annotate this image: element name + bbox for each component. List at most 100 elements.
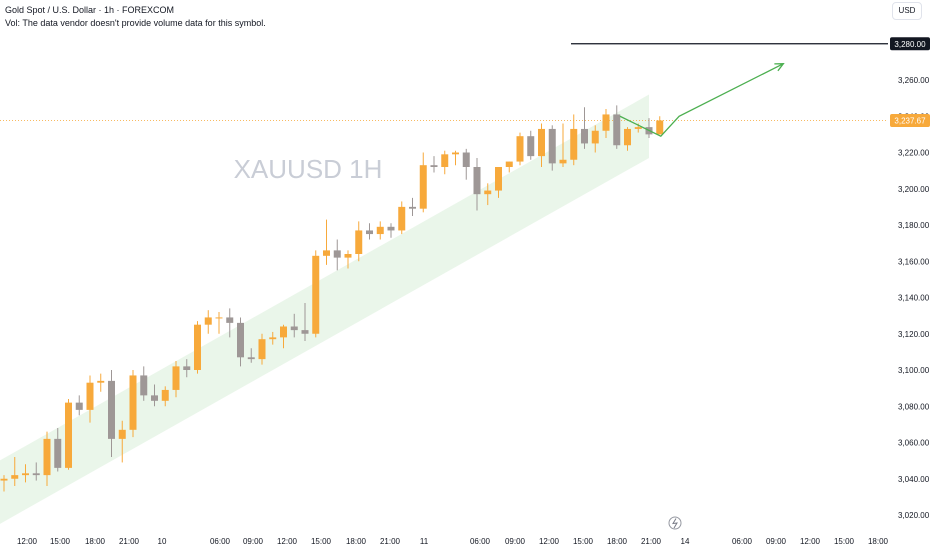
candle[interactable]: [656, 116, 664, 135]
candle-body: [11, 475, 19, 479]
candle[interactable]: [516, 132, 524, 166]
candle-body: [194, 324, 201, 370]
candle-body: [538, 128, 545, 157]
candle-body: [247, 357, 255, 360]
candle[interactable]: [398, 201, 406, 235]
candle-body: [570, 128, 578, 160]
candle-body: [22, 473, 29, 476]
candle-body: [634, 127, 642, 129]
candle[interactable]: [280, 324, 287, 349]
currency-button[interactable]: USD: [892, 2, 922, 20]
candle[interactable]: [237, 317, 244, 367]
candle[interactable]: [323, 219, 330, 265]
candle-body: [505, 161, 513, 167]
candle[interactable]: [355, 221, 363, 262]
candle-body: [0, 478, 8, 481]
candle[interactable]: [581, 107, 588, 149]
candle-body: [43, 438, 51, 476]
candle[interactable]: [624, 127, 631, 151]
candle-body: [65, 402, 72, 468]
candle-body: [108, 380, 115, 439]
candle[interactable]: [108, 370, 115, 457]
projection-path[interactable]: [619, 63, 784, 137]
candle[interactable]: [484, 183, 492, 206]
candle[interactable]: [538, 123, 545, 168]
candle[interactable]: [613, 105, 621, 149]
candle[interactable]: [43, 431, 51, 486]
candle[interactable]: [194, 321, 201, 374]
candle[interactable]: [505, 161, 513, 173]
candle-body: [484, 190, 492, 195]
candle[interactable]: [204, 310, 212, 334]
candle[interactable]: [0, 475, 8, 492]
candle-body: [54, 438, 62, 468]
candle[interactable]: [129, 370, 137, 438]
candle[interactable]: [22, 464, 29, 483]
candle[interactable]: [11, 457, 19, 486]
candle[interactable]: [247, 348, 255, 363]
candle[interactable]: [54, 428, 62, 472]
candle-body: [452, 152, 459, 155]
candle[interactable]: [65, 399, 72, 470]
candle[interactable]: [430, 156, 438, 173]
candle-body: [441, 154, 449, 167]
resistance-price-label: 3,280.00: [894, 40, 926, 49]
candle[interactable]: [419, 152, 427, 213]
candle[interactable]: [570, 114, 578, 166]
candle[interactable]: [409, 197, 416, 216]
x-tick-label: 18:00: [607, 537, 628, 546]
candle[interactable]: [559, 123, 567, 168]
x-tick-label: 21:00: [641, 537, 662, 546]
candle[interactable]: [86, 375, 94, 423]
candle[interactable]: [151, 384, 158, 407]
ascending-channel[interactable]: [0, 94, 649, 546]
candle-body: [559, 159, 567, 164]
candle[interactable]: [591, 125, 599, 153]
candle[interactable]: [226, 308, 234, 338]
x-tick-label: 06:00: [732, 537, 753, 546]
candle[interactable]: [172, 360, 180, 398]
candle-body: [290, 326, 298, 331]
candle[interactable]: [118, 420, 126, 463]
candle[interactable]: [75, 395, 83, 416]
candle[interactable]: [258, 333, 266, 365]
candle[interactable]: [140, 366, 148, 401]
candle[interactable]: [462, 148, 470, 180]
candle-body: [258, 339, 266, 360]
candle-body: [376, 226, 384, 235]
x-tick-label: 12:00: [17, 537, 38, 546]
x-tick-label: 12:00: [277, 537, 298, 546]
candle[interactable]: [97, 373, 105, 392]
candle-body: [409, 206, 416, 209]
candle[interactable]: [376, 221, 384, 240]
candle[interactable]: [452, 150, 459, 166]
candle[interactable]: [366, 223, 373, 240]
lightning-icon[interactable]: [668, 516, 682, 530]
candle-body: [86, 382, 94, 410]
candle[interactable]: [441, 150, 449, 175]
candle[interactable]: [183, 359, 191, 378]
candle[interactable]: [312, 250, 320, 338]
candle[interactable]: [32, 462, 40, 481]
arrow-head: [774, 63, 785, 72]
x-tick-label: 15:00: [573, 537, 594, 546]
candle[interactable]: [387, 223, 395, 238]
candle[interactable]: [269, 331, 277, 345]
candle[interactable]: [333, 239, 341, 271]
candle[interactable]: [527, 130, 535, 160]
symbol-title[interactable]: Gold Spot / U.S. Dollar · 1h · FOREXCOM: [5, 5, 175, 15]
x-tick-label: 06:00: [210, 537, 231, 546]
candle-body: [301, 330, 309, 334]
candle[interactable]: [215, 312, 223, 334]
candle[interactable]: [161, 386, 169, 407]
candle[interactable]: [548, 125, 556, 171]
candle-body: [32, 473, 40, 476]
candle[interactable]: [473, 157, 481, 211]
candle[interactable]: [290, 313, 298, 338]
candle[interactable]: [495, 167, 502, 198]
candle[interactable]: [301, 302, 309, 341]
candle[interactable]: [344, 250, 352, 269]
candle[interactable]: [602, 109, 610, 138]
